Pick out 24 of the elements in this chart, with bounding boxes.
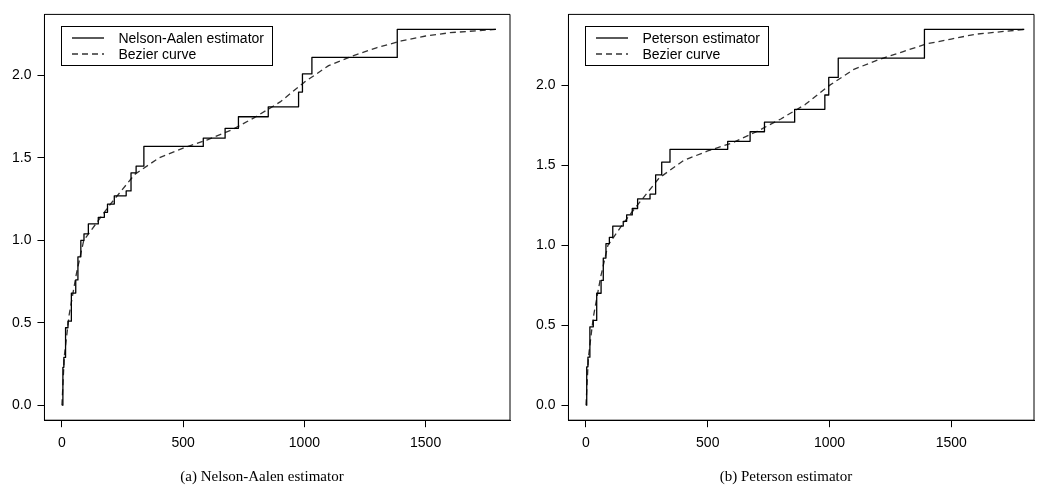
x-tick-label: 0 bbox=[582, 434, 591, 451]
x-tick-label: 500 bbox=[696, 434, 720, 451]
x-tick-label: 1000 bbox=[813, 434, 846, 451]
legend-label: Nelson-Aalen estimator bbox=[118, 30, 264, 47]
text: (b) Peterson estimator bbox=[718, 468, 854, 485]
x-tick-label: 0 bbox=[58, 434, 67, 451]
legend-label: Bezier curve bbox=[118, 46, 197, 63]
x-tick-label: 500 bbox=[171, 434, 196, 451]
text: (a) Nelson-Aalen estimator bbox=[179, 468, 345, 485]
legend-label: Peterson estimator bbox=[642, 30, 760, 47]
y-tick-label: 0.5 bbox=[535, 316, 556, 333]
y-tick-label: 1.0 bbox=[535, 236, 556, 253]
y-tick-label: 0.5 bbox=[11, 313, 32, 330]
y-tick-label: 1.5 bbox=[11, 148, 32, 165]
y-tick-label: 2.0 bbox=[535, 76, 556, 93]
legend-label: Bezier curve bbox=[642, 46, 721, 63]
y-tick-label: 1.0 bbox=[11, 231, 32, 248]
x-tick-label: 1000 bbox=[288, 434, 321, 451]
y-tick-label: 0.0 bbox=[11, 396, 32, 413]
x-tick-label: 1500 bbox=[935, 434, 967, 451]
y-tick-label: 0.0 bbox=[535, 396, 556, 413]
y-tick-label: 2.0 bbox=[11, 66, 32, 83]
y-tick-label: 1.5 bbox=[535, 156, 556, 173]
x-tick-label: 1500 bbox=[410, 434, 442, 451]
